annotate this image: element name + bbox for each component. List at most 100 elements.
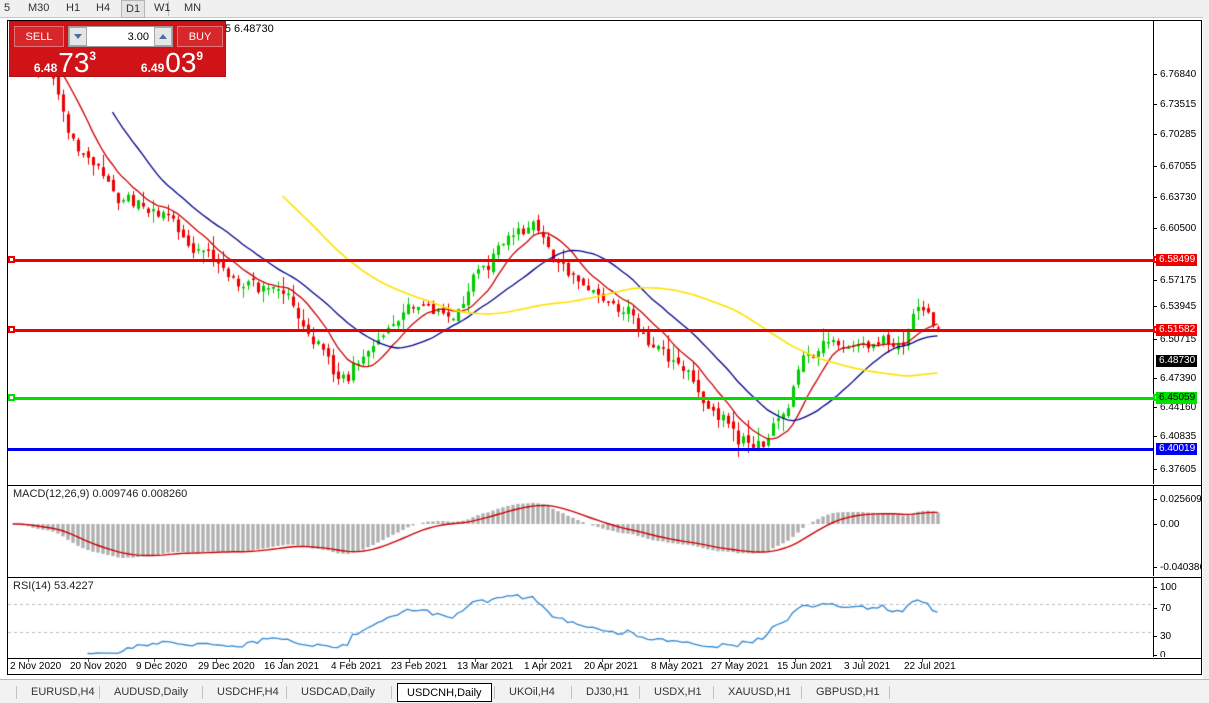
date-axis-label: 22 Jul 2021 [904, 661, 956, 672]
macd-canvas[interactable] [8, 486, 1153, 576]
rsi-axis-label: 0 [1160, 650, 1166, 657]
buy-price-display[interactable]: 6.49 03 9 [121, 49, 223, 76]
rsi-axis-tick [1153, 655, 1157, 656]
date-axis-tick [349, 659, 350, 662]
date-axis-tick [216, 659, 217, 662]
price-level-label-6.51582[interactable]: 6.51582 [1156, 324, 1198, 336]
price-axis-tick [1153, 228, 1157, 229]
symbol-tab-usdchf[interactable]: USDCHF,H4 [217, 686, 279, 698]
tab-divider [391, 686, 392, 699]
price-axis-tick [1153, 197, 1157, 198]
price-axis-label: 6.67055 [1160, 161, 1197, 172]
date-axis-label: 16 Jan 2021 [264, 661, 320, 672]
symbol-tab-bar: EURUSD,H4 AUDUSD,Daily USDCHF,H4 USDCAD,Dai… [0, 679, 1209, 703]
symbol-tab-usdcad[interactable]: USDCAD,Daily [301, 686, 375, 698]
date-axis-tick [669, 659, 670, 662]
price-axis-tick [1153, 134, 1157, 135]
tab-divider [639, 686, 640, 699]
date-axis-label: 3 Jul 2021 [844, 661, 891, 672]
sell-button[interactable]: SELL [14, 26, 64, 47]
price-axis-tick [1153, 166, 1157, 167]
macd-axis-tick [1153, 524, 1157, 525]
price-level-label-6.45059[interactable]: 6.45059 [1156, 392, 1198, 404]
timeframe-d1[interactable]: D1 [121, 0, 146, 18]
price-axis-label: 6.50715 [1160, 334, 1197, 345]
price-level-label-6.58499[interactable]: 6.58499 [1156, 254, 1198, 266]
price-axis-tick [1153, 407, 1157, 408]
symbol-tab-ukoil[interactable]: UKOil,H4 [509, 686, 555, 698]
price-axis-label: 6.73515 [1160, 99, 1197, 110]
date-axis-label: 4 Feb 2021 [331, 661, 382, 672]
price-level-label-6.40019[interactable]: 6.40019 [1156, 443, 1198, 455]
price-level-line-6.45059[interactable] [8, 397, 1153, 400]
volume-increase-button[interactable] [154, 27, 172, 46]
symbol-tab-usdx[interactable]: USDX,H1 [654, 686, 702, 698]
symbol-tab-dj30[interactable]: DJ30,H1 [586, 686, 629, 698]
macd-axis-label: 0.00 [1160, 519, 1180, 530]
chart-window: USDCNH,Daily6.50135 6.51037 6.48235 6.48… [7, 20, 1202, 675]
rsi-axis-label: 70 [1160, 603, 1172, 614]
price-level-line-6.58499[interactable] [8, 259, 1153, 262]
rsi-caption: RSI(14) 53.4227 [13, 580, 94, 592]
timeframe-w1[interactable]: W1 [154, 2, 171, 14]
buy-price-prefix: 6.49 [140, 61, 165, 75]
timeframe-h4[interactable]: H4 [96, 2, 111, 14]
price-level-handle[interactable] [8, 256, 15, 263]
date-axis-tick [862, 659, 863, 662]
price-axis-tick [1153, 74, 1157, 75]
tab-divider [99, 686, 100, 699]
symbol-tab-xauusd[interactable]: XAUUSD,H1 [728, 686, 791, 698]
toolbar-divider [168, 1, 169, 16]
macd-pane[interactable]: MACD(12,26,9) 0.009746 0.008260 0.025609… [8, 485, 1201, 576]
price-axis-label: 6.76840 [1160, 69, 1197, 80]
rsi-pane[interactable]: RSI(14) 53.4227 100 70 30 0 [8, 577, 1201, 657]
symbol-tab-usdcnh[interactable]: USDCNH,Daily [397, 683, 492, 702]
one-click-trading-panel[interactable]: SELL 3.00 BUY 6.48 73 3 6.49 03 9 [9, 21, 226, 77]
timeframe-m30[interactable]: M30 [28, 2, 50, 14]
price-pane[interactable]: USDCNH,Daily6.50135 6.51037 6.48235 6.48… [8, 21, 1201, 484]
price-level-line-6.40019[interactable] [8, 448, 1153, 451]
date-axis-tick [88, 659, 89, 662]
macd-axis-tick [1153, 567, 1157, 568]
tab-divider [801, 686, 802, 699]
macd-caption: MACD(12,26,9) 0.009746 0.008260 [13, 488, 188, 500]
symbol-tab-eurusd[interactable]: EURUSD,H4 [31, 686, 95, 698]
symbol-tab-audusd[interactable]: AUDUSD,Daily [114, 686, 188, 698]
tab-divider [494, 686, 495, 699]
tab-divider [16, 686, 17, 699]
timeframe-mn[interactable]: MN [184, 2, 202, 14]
timeframe-5[interactable]: 5 [4, 2, 11, 14]
macd-axis-tick [1153, 499, 1157, 500]
tab-divider [286, 686, 287, 699]
symbol-tab-gbpusd[interactable]: GBPUSD,H1 [816, 686, 880, 698]
timeframe-h1[interactable]: H1 [66, 2, 81, 14]
sell-price-display[interactable]: 6.48 73 3 [14, 49, 116, 76]
price-axis-tick [1153, 378, 1157, 379]
volume-input[interactable]: 3.00 [68, 26, 173, 47]
date-axis-tick [282, 659, 283, 662]
price-axis-label: 6.63730 [1160, 192, 1197, 203]
tab-divider [889, 686, 890, 699]
price-level-label-6.48730[interactable]: 6.48730 [1156, 355, 1198, 367]
price-axis-label: 6.60500 [1160, 223, 1197, 234]
macd-scale-divider [1153, 486, 1154, 576]
candlestick-canvas[interactable] [8, 21, 1153, 484]
price-axis-tick [1153, 436, 1157, 437]
date-axis-label: 29 Dec 2020 [198, 661, 255, 672]
macd-axis-label: 0.025609 [1160, 494, 1201, 505]
date-axis-label: 8 May 2021 [651, 661, 704, 672]
price-axis-label: 6.37605 [1160, 464, 1197, 475]
volume-value[interactable]: 3.00 [127, 30, 149, 43]
chevron-up-icon [159, 34, 167, 39]
tab-divider [202, 686, 203, 699]
price-level-line-6.51582[interactable] [8, 329, 1153, 332]
buy-button[interactable]: BUY [177, 26, 223, 47]
rsi-canvas[interactable] [8, 578, 1153, 657]
buy-price-fraction: 9 [196, 49, 204, 63]
price-level-handle[interactable] [8, 394, 15, 401]
volume-decrease-button[interactable] [69, 27, 87, 46]
date-axis-label: 23 Feb 2021 [391, 661, 448, 672]
date-axis-tick [729, 659, 730, 662]
date-axis-tick [475, 659, 476, 662]
price-level-handle[interactable] [8, 326, 15, 333]
